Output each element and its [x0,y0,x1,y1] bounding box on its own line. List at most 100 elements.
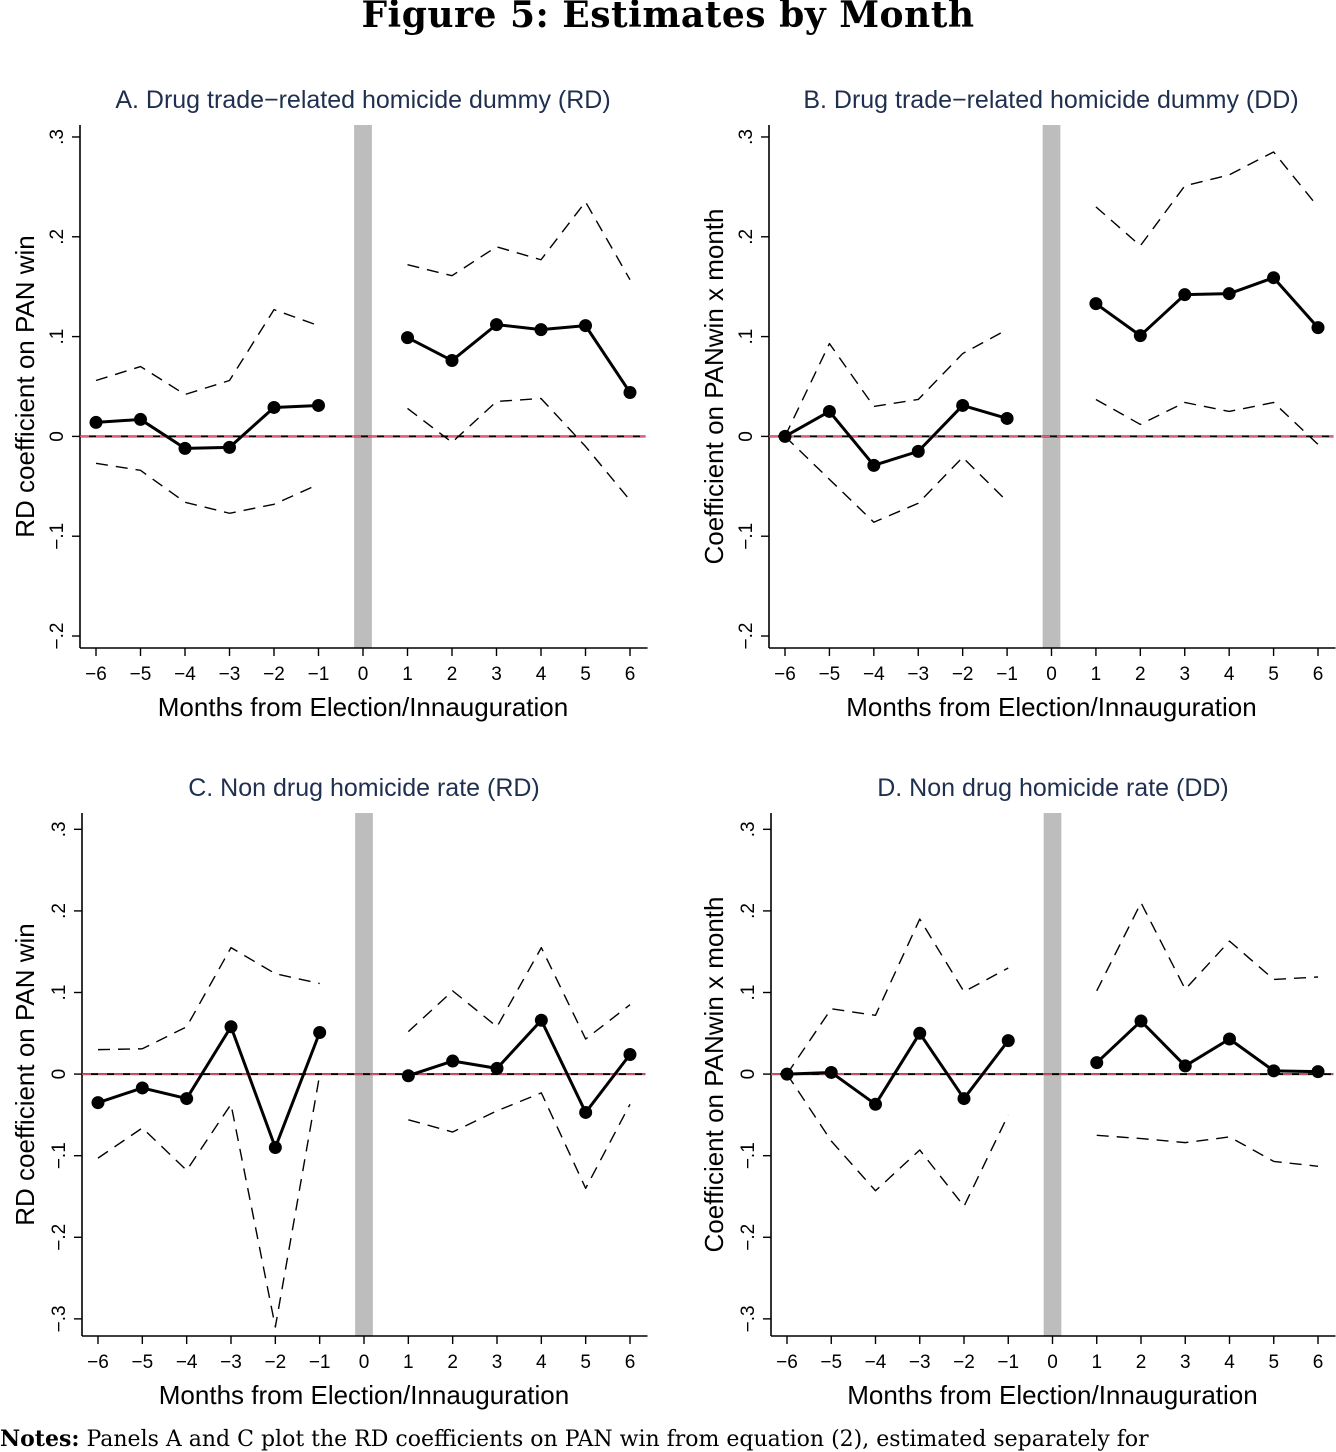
panel-d-x-tick-label: −1 [997,1352,1019,1373]
panel-c-y-tick-label: −.1 [49,1142,70,1169]
panel-c-estimate-point [446,1054,460,1068]
panel-a-y-tick-label: .2 [47,229,68,245]
panel-b-svg: B. Drug trade−related homicide dummy (DD… [699,86,1336,722]
panel-a-ci-upper-line-post [407,201,631,281]
panel-b-x-tick-label: 5 [1268,664,1279,685]
panel-c-estimate-point [313,1025,327,1039]
panel-a-x-tick-label: 5 [580,664,591,685]
panel-c-estimate-line-post [407,1018,632,1114]
panel-a-x-tick-label: −5 [130,664,152,685]
panel-d-x-tick-label: −4 [865,1352,887,1373]
panel-a-x-tick-label: 6 [625,664,636,685]
panel-a-estimate-point [312,398,325,412]
panel-a-month0-band [354,125,372,648]
panel-d-x-tick-label: 6 [1313,1352,1324,1373]
panel-a-x-tick-label: 2 [447,664,458,685]
panel-a-estimate-point [89,415,103,429]
panel-b-month0-band [1042,125,1061,648]
panel-a-estimate-point [445,354,459,368]
panel-a: A. Drug trade−related homicide dummy (RD… [0,80,668,722]
panel-d-x-axis-label: Months from Election/Innauguration [847,1380,1257,1410]
panel-c-y-tick-label: .1 [49,985,70,1001]
panel-d-x-tick-label: 2 [1136,1352,1147,1373]
panel-a-estimate-point [401,331,414,345]
panel-a-x-tick-label: −1 [308,664,330,685]
panel-d-x-tick-label: −2 [953,1352,975,1373]
panel-c-estimate-point [268,1141,282,1155]
panel-d-y-tick-label: −.3 [738,1305,759,1332]
panel-b-ci-upper-line-post [1095,151,1319,247]
panel-c-ci-lower-line-pre [97,1074,321,1328]
panel-d-ci-lower-line-post [1096,1134,1319,1167]
panel-b-y-tick-label: 0 [736,431,757,442]
panel-b-estimate-point [1222,287,1236,301]
panel-d-y-tick-label: .2 [738,903,759,919]
panel-d-y-tick-label: .3 [738,821,759,837]
notes-label: Notes: [0,1426,80,1452]
panel-d-estimate-point [1311,1065,1325,1079]
figure-title: Figure 5: Estimates by Month [361,0,975,36]
panel-a-estimate-point [267,400,281,414]
panel-c-ci-upper-line-pre [97,946,320,1051]
panel-d-ci-lower-line-pre [786,1073,1009,1207]
panel-c-y-tick-label: .2 [49,903,70,919]
panel-b-estimate-point [1089,297,1103,311]
panel-b-x-tick-label: −3 [907,664,929,685]
panel-a-x-tick-label: 0 [358,664,369,685]
panel-b-y-axis-label: Coefficient on PANwin x month [699,209,729,565]
panel-b-x-tick-label: −2 [952,664,974,685]
panel-a-y-axis-label: RD coefficient on PAN win [10,235,40,538]
panel-c-estimate-point [534,1013,548,1027]
panel-d-estimate-line-post [1095,1019,1319,1074]
panel-c-x-tick-label: −6 [87,1352,109,1373]
panel-d-x-tick-label: 5 [1268,1352,1279,1373]
panel-c-x-tick-label: 3 [492,1352,503,1373]
panel-c-estimate-point [91,1096,105,1110]
panel-a-svg: A. Drug trade−related homicide dummy (RD… [10,86,648,722]
panel-c-estimate-point [623,1048,637,1062]
panel-d-y-axis-label: Coefficient on PANwin x month [699,897,729,1253]
panel-a-ci-upper-line-pre [95,308,319,396]
panel-b-x-axis-label: Months from Election/Innauguration [846,692,1256,722]
panel-b-x-tick-label: 2 [1135,664,1146,685]
panel-b-estimate-line-post [1095,276,1320,338]
panel-a-x-tick-label: −3 [219,664,241,685]
panel-a-x-tick-label: −6 [85,664,107,685]
panel-c-estimate-point [490,1061,504,1075]
panel-b-estimate-point [1133,329,1147,343]
panel-c-x-tick-label: 2 [447,1352,458,1373]
panel-a-estimate-line-pre [95,403,319,450]
panel-c-y-tick-label: .3 [49,821,70,837]
panel-b-y-tick-label: .3 [736,129,757,145]
panel-d-estimate-point [957,1092,971,1106]
panel-c-y-axis-label: RD coefficient on PAN win [10,923,40,1226]
panel-d-y-tick-label: .1 [738,985,759,1001]
panel-d-estimate-point [1134,1014,1148,1028]
panel-c-x-axis-label: Months from Election/Innauguration [159,1380,569,1410]
panel-b-estimate-line-pre [784,403,1008,467]
panel-c: C. Non drug homicide rate (RD) −.3 −.2 −.1 0… [0,768,668,1410]
panel-c-x-tick-label: −3 [220,1352,242,1373]
panel-c-estimate-point [224,1020,238,1034]
panel-a-title: A. Drug trade−related homicide dummy (RD… [115,86,610,114]
panel-b-estimate-point [1311,321,1325,335]
panel-d-x-tick-label: −6 [776,1352,798,1373]
panel-c-x-tick-label: 4 [536,1352,547,1373]
panel-a-y-tick-label: 0 [47,431,68,442]
panel-d-y-tick-label: 0 [738,1069,759,1080]
panel-d-estimate-point [913,1026,927,1040]
panel-c-x-tick-label: −4 [176,1352,198,1373]
panel-a-y-tick-label: −.1 [47,523,68,550]
panel-a-ci-lower-line-pre [95,462,319,514]
panel-c-estimate-point [180,1092,194,1106]
panel-c-estimate-point [401,1069,415,1083]
panel-d-estimate-point [1090,1056,1104,1070]
panel-d-x-tick-label: 1 [1091,1352,1102,1373]
panel-d-x-tick-label: 3 [1180,1352,1191,1373]
panel-b-estimate-point [867,458,881,472]
panel-d-svg: D. Non drug homicide rate (DD) −.3 −.2 −.1 0… [699,774,1336,1410]
panel-c-svg: C. Non drug homicide rate (RD) −.3 −.2 −.1 0… [10,774,648,1410]
panel-a-estimate-point [534,323,548,337]
panel-b-estimate-point [911,444,925,458]
panel-d-x-tick-label: −3 [909,1352,931,1373]
